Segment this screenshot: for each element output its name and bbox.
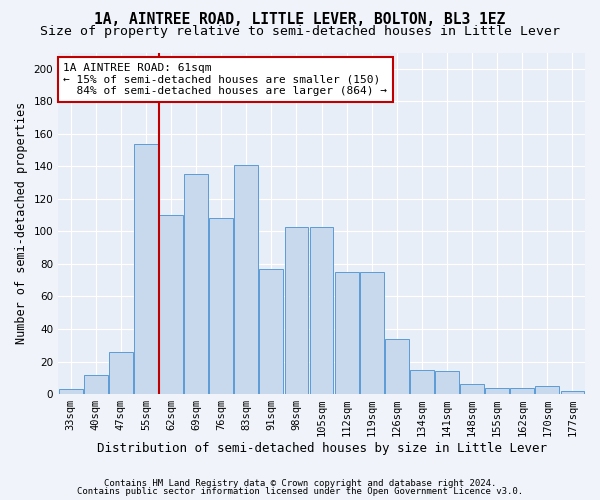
Bar (335, 272, 359, 394)
Bar (209, 218, 233, 394)
Bar (560, 391, 584, 394)
Bar (385, 339, 409, 394)
Text: Contains HM Land Registry data © Crown copyright and database right 2024.: Contains HM Land Registry data © Crown c… (104, 478, 496, 488)
Bar (134, 144, 158, 394)
Bar (235, 164, 258, 394)
Bar (284, 226, 308, 394)
Bar (59, 389, 83, 394)
Text: Size of property relative to semi-detached houses in Little Lever: Size of property relative to semi-detach… (40, 25, 560, 38)
Y-axis label: Number of semi-detached properties: Number of semi-detached properties (15, 102, 28, 344)
Bar (511, 388, 534, 394)
Bar (184, 174, 208, 394)
Bar (109, 352, 133, 394)
Bar (84, 374, 108, 394)
Bar (310, 226, 334, 394)
Bar (460, 384, 484, 394)
Bar (259, 269, 283, 394)
X-axis label: Distribution of semi-detached houses by size in Little Lever: Distribution of semi-detached houses by … (97, 442, 547, 455)
Text: Contains public sector information licensed under the Open Government Licence v3: Contains public sector information licen… (77, 487, 523, 496)
Bar (410, 370, 434, 394)
Bar (485, 388, 509, 394)
Bar (159, 215, 183, 394)
Text: 1A, AINTREE ROAD, LITTLE LEVER, BOLTON, BL3 1EZ: 1A, AINTREE ROAD, LITTLE LEVER, BOLTON, … (94, 12, 506, 28)
Bar (435, 372, 459, 394)
Bar (360, 272, 383, 394)
Bar (535, 386, 559, 394)
Text: 1A AINTREE ROAD: 61sqm
← 15% of semi-detached houses are smaller (150)
  84% of : 1A AINTREE ROAD: 61sqm ← 15% of semi-det… (64, 62, 388, 96)
